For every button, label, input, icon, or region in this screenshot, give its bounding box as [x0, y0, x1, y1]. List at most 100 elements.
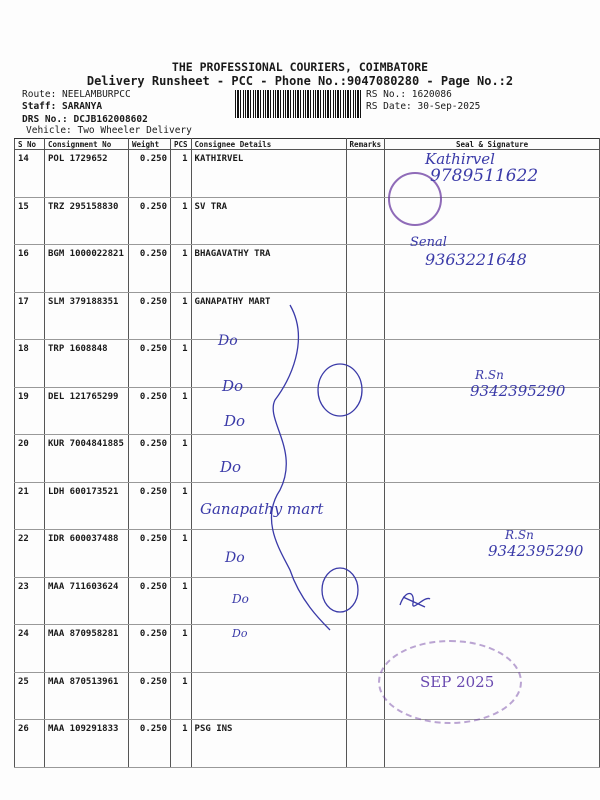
- table-row: 19 DEL 121765299 0.250 1: [14, 387, 600, 435]
- weight: 0.250: [128, 719, 171, 768]
- seal-signature: [384, 244, 600, 293]
- weight: 0.250: [128, 577, 171, 625]
- remarks: [345, 624, 386, 673]
- consignee: [190, 387, 347, 435]
- sno: 26: [14, 719, 45, 768]
- pcs: 1: [170, 434, 192, 483]
- sno: 21: [14, 482, 45, 530]
- table-row: 17 SLM 379188351 0.250 1 GANAPATHY MART: [14, 292, 600, 340]
- ditto-mark: Do: [225, 550, 245, 566]
- column-header: PCS: [170, 138, 192, 150]
- consignment-no: MAA 870958281: [44, 624, 129, 673]
- sno: 20: [14, 434, 45, 483]
- seal-signature: [384, 434, 600, 483]
- pcs: 1: [170, 292, 192, 340]
- seal-signature: [384, 292, 600, 340]
- remarks: [345, 529, 386, 578]
- remarks: [345, 197, 386, 245]
- consignee: [190, 482, 347, 530]
- seal-signature: [384, 387, 600, 435]
- consignee: [190, 624, 347, 673]
- consignment-no: MAA 870513961: [44, 672, 129, 720]
- table-row: 23 MAA 711603624 0.250 1: [14, 577, 600, 625]
- seal-stamp: [388, 172, 442, 226]
- vehicle: Vehicle: Two Wheeler Delivery: [26, 125, 192, 136]
- pcs: 1: [170, 672, 192, 720]
- column-header: Consignee Details: [190, 138, 347, 150]
- drs-number: DRS No.: DCJB162008602: [22, 114, 148, 125]
- consignee: [190, 672, 347, 720]
- signature-scribble: [399, 592, 431, 608]
- staff: Staff: SARANYA: [22, 101, 103, 112]
- pcs: 1: [170, 244, 192, 293]
- consignment-no: MAA 109291833: [44, 719, 129, 768]
- weight: 0.250: [128, 292, 171, 340]
- signature-kathirvel: Kathirvel: [425, 150, 495, 168]
- phone-handwritten: 9789511622: [430, 166, 539, 186]
- sno: 19: [14, 387, 45, 435]
- runsheet-table: S No Consignment No Weight PCS Consignee Det…: [14, 138, 600, 768]
- pcs: 1: [170, 719, 192, 768]
- signature-rsn: R.Sn: [505, 528, 534, 542]
- weight: 0.250: [128, 672, 171, 720]
- pcs: 1: [170, 529, 192, 578]
- consignment-no: TRZ 295158830: [44, 197, 129, 245]
- weight: 0.250: [128, 339, 171, 388]
- column-header: Remarks: [345, 138, 386, 150]
- pcs: 1: [170, 387, 192, 435]
- table-row: 21 LDH 600173521 0.250 1: [14, 482, 600, 530]
- sno: 25: [14, 672, 45, 720]
- pcs: 1: [170, 197, 192, 245]
- consignee: BHAGAVATHY TRA: [190, 244, 347, 293]
- seal-signature: [384, 339, 600, 388]
- weight: 0.250: [128, 529, 171, 578]
- consignee: [190, 434, 347, 483]
- column-header: Consignment No: [44, 138, 129, 150]
- remarks: [345, 339, 386, 388]
- runsheet-subtitle: Delivery Runsheet - PCC - Phone No.:9047…: [86, 74, 514, 88]
- seal-signature: [384, 577, 600, 625]
- signature-rsn: R.Sn: [475, 368, 504, 382]
- bracket-scribble: [270, 304, 363, 631]
- sno: 18: [14, 339, 45, 388]
- column-header: Weight: [128, 138, 171, 150]
- pcs: 1: [170, 339, 192, 388]
- consignee: [190, 339, 347, 388]
- consignment-no: DEL 121765299: [44, 387, 129, 435]
- table-row: 26 MAA 109291833 0.250 1 PSG INS: [14, 719, 600, 768]
- consignment-no: BGM 1000022821: [44, 244, 129, 293]
- pcs: 1: [170, 482, 192, 530]
- consignee: PSG INS: [190, 719, 347, 768]
- sno: 15: [14, 197, 45, 245]
- remarks: [345, 292, 386, 340]
- weight: 0.250: [128, 244, 171, 293]
- table-row: 22 IDR 600037488 0.250 1: [14, 529, 600, 578]
- seal-signature: [384, 719, 600, 768]
- remarks: [345, 244, 386, 293]
- phone-handwritten: 9342395290: [488, 542, 584, 560]
- pcs: 1: [170, 149, 192, 198]
- consignee: SV TRA: [190, 197, 347, 245]
- consignment-no: IDR 600037488: [44, 529, 129, 578]
- table-row: 20 KUR 7004841885 0.250 1: [14, 434, 600, 483]
- sno: 23: [14, 577, 45, 625]
- date-stamp: [378, 640, 522, 724]
- remarks: [345, 149, 386, 198]
- consignment-no: LDH 600173521: [44, 482, 129, 530]
- weight: 0.250: [128, 197, 171, 245]
- column-header: S No: [14, 138, 45, 150]
- sno: 14: [14, 149, 45, 198]
- consignee: [190, 577, 347, 625]
- seal-signature: [384, 482, 600, 530]
- consignment-no: POL 1729652: [44, 149, 129, 198]
- ditto-mark: Do: [224, 412, 246, 430]
- consignment-no: SLM 379188351: [44, 292, 129, 340]
- weight: 0.250: [128, 387, 171, 435]
- table-row: 16 BGM 1000022821 0.250 1 BHAGAVATHY TRA: [14, 244, 600, 293]
- pcs: 1: [170, 577, 192, 625]
- weight: 0.250: [128, 482, 171, 530]
- seal-signature: [384, 529, 600, 578]
- rs-date: RS Date: 30-Sep-2025: [366, 101, 481, 112]
- consignment-no: KUR 7004841885: [44, 434, 129, 483]
